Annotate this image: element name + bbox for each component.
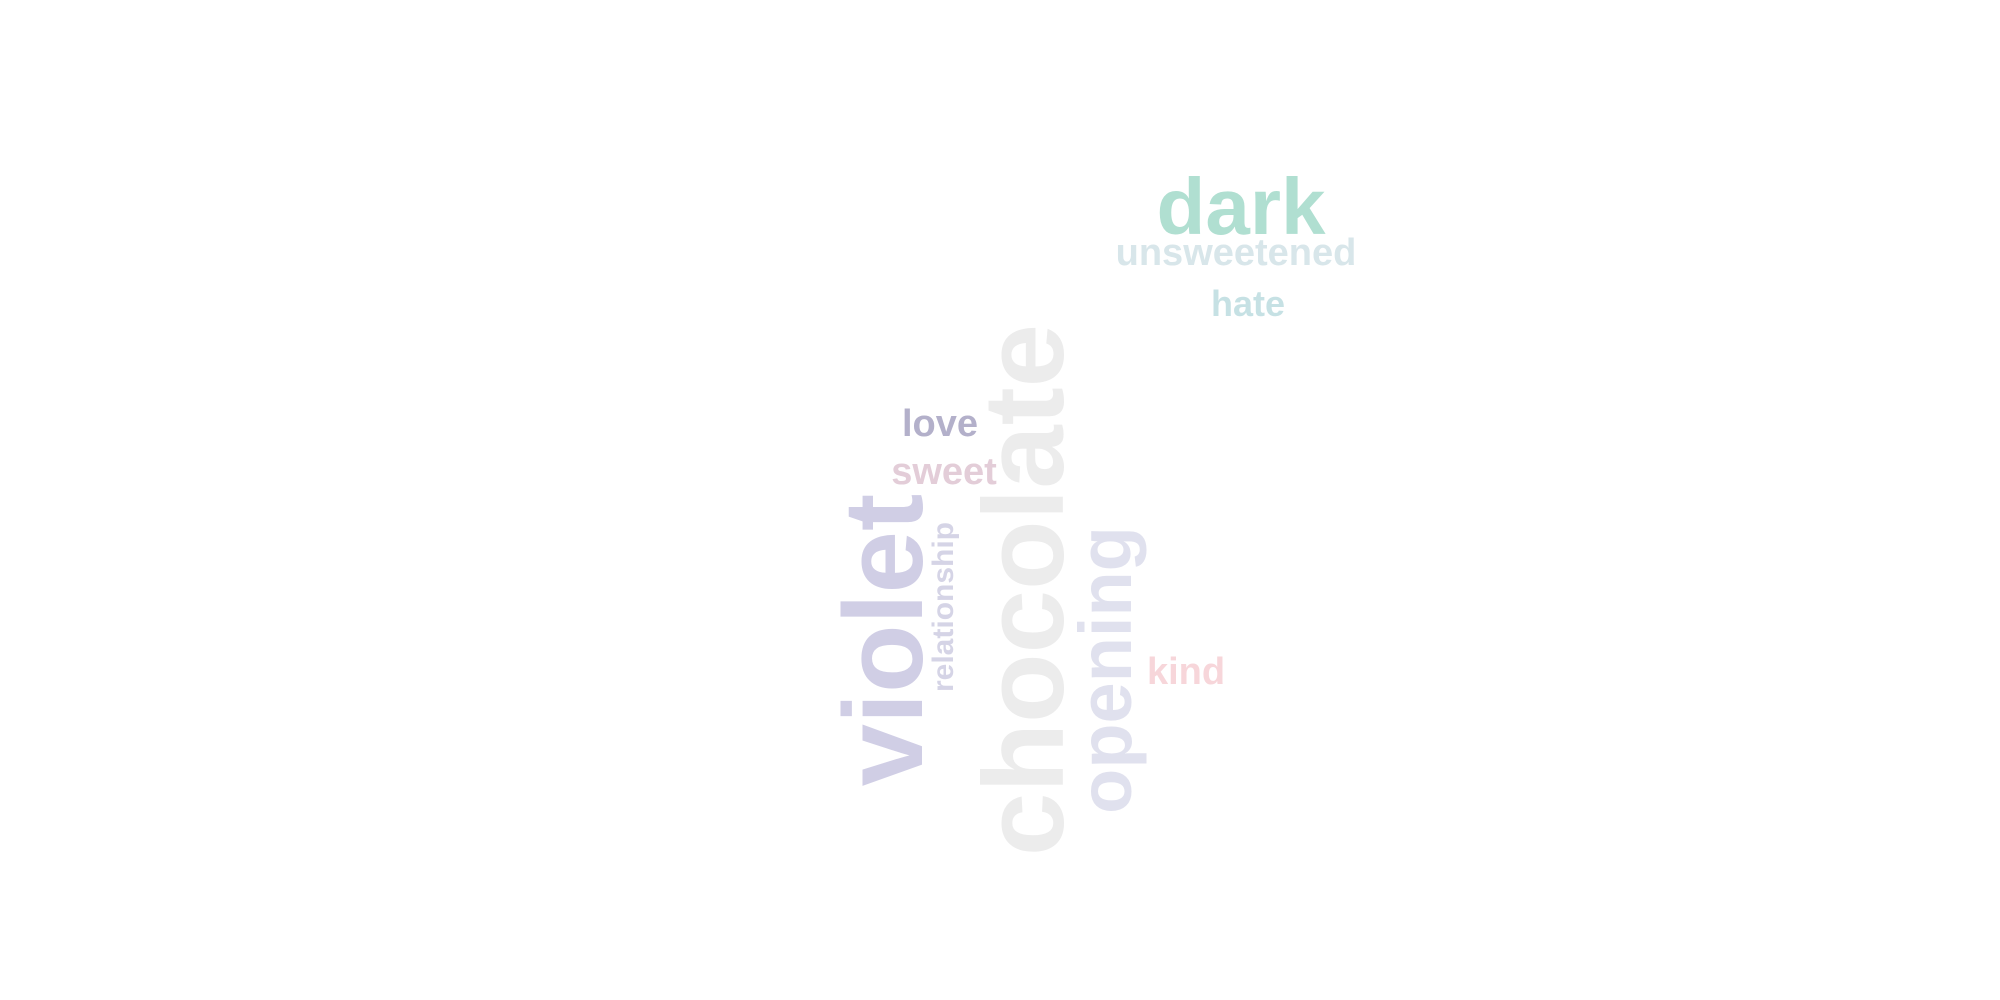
word-dark: dark <box>1156 162 1326 251</box>
word-relationship: relationship <box>927 521 960 693</box>
word-opening: opening <box>1064 526 1147 814</box>
word-sweet: sweet <box>891 451 997 493</box>
word-love: love <box>901 403 979 445</box>
word-violet: violet <box>821 493 946 787</box>
word-hate: hate <box>1210 283 1286 324</box>
word-unsweetened: unsweetened <box>1115 232 1357 274</box>
word-kind: kind <box>1146 651 1226 693</box>
